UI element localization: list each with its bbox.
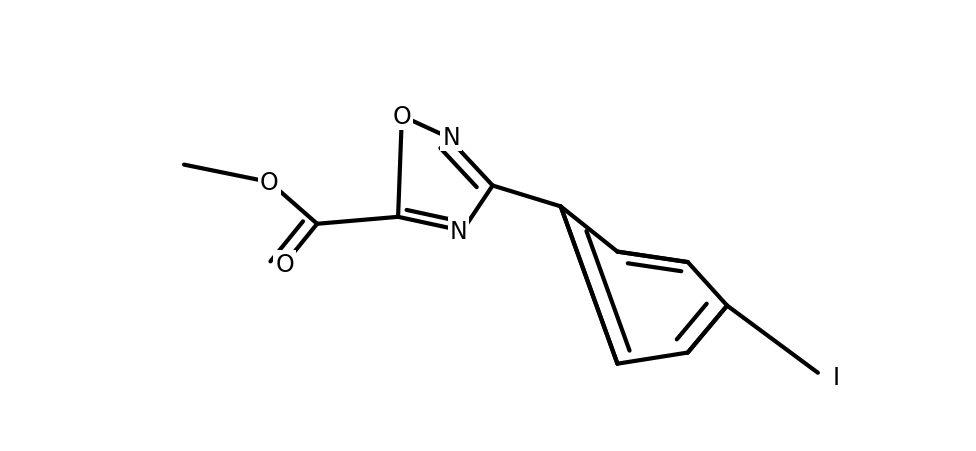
Text: I: I (834, 365, 840, 389)
Text: N: N (450, 219, 468, 243)
Text: O: O (261, 170, 279, 194)
Text: O: O (275, 252, 294, 276)
Text: O: O (392, 105, 411, 129)
Text: N: N (442, 125, 460, 149)
